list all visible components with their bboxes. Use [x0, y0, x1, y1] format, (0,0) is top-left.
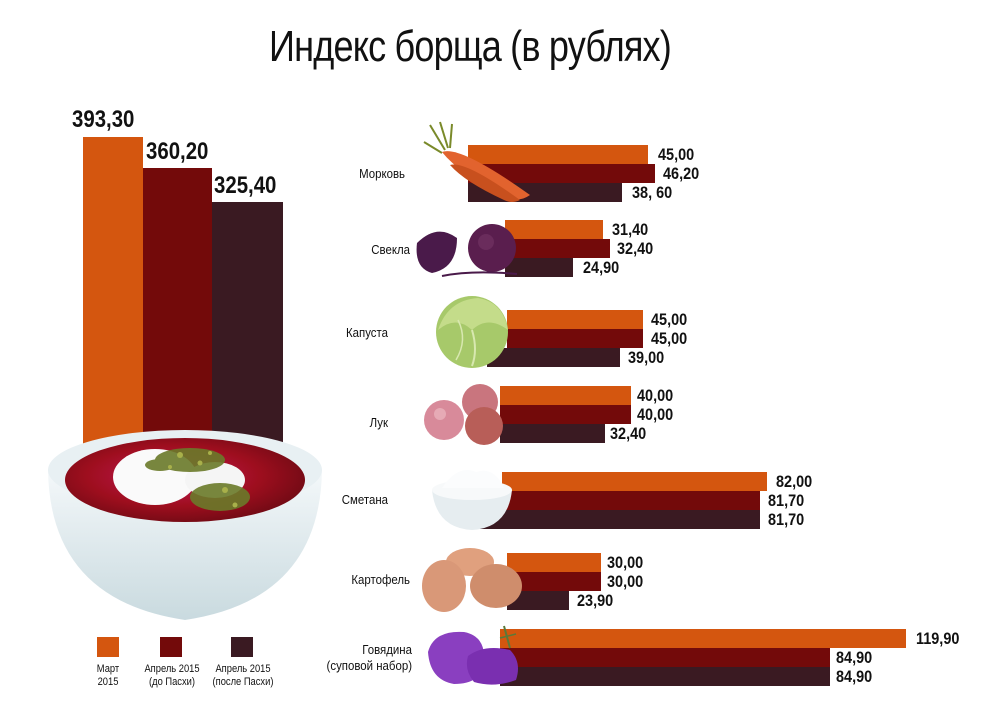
value-april-before: 84,90	[836, 648, 873, 667]
row-label: Лук	[369, 415, 388, 430]
legend-label-april-before: Апрель 2015 (до Пасхи)	[144, 663, 200, 688]
bar-april-after	[500, 667, 830, 686]
value-april-before: 81,70	[768, 491, 805, 510]
total-value-april-after: 325,40	[214, 172, 277, 199]
value-april-after: 84,90	[836, 667, 873, 686]
total-bar-march	[83, 137, 143, 447]
legend-label-april-after: Апрель 2015 (после Пасхи)	[212, 663, 274, 688]
bar-april-before	[505, 239, 610, 258]
row-label: Сметана	[341, 492, 388, 507]
bar-april-after	[507, 591, 569, 610]
bar-april-before	[507, 572, 601, 591]
potato-icon	[422, 548, 522, 612]
value-april-before: 45,00	[651, 329, 688, 348]
value-march: 82,00	[776, 472, 813, 491]
value-march: 31,40	[612, 220, 649, 239]
row-label: Капуста	[345, 325, 388, 340]
bar-april-after	[505, 258, 573, 277]
bar-april-after	[487, 348, 620, 367]
bar-april-before	[502, 491, 760, 510]
legend-swatch-april-before	[160, 637, 182, 657]
value-march: 40,00	[637, 386, 674, 405]
bar-march	[507, 553, 601, 572]
legend-swatch-march	[97, 637, 119, 657]
total-value-march: 393,30	[72, 106, 135, 133]
row-label: Свекла	[371, 242, 410, 257]
cabbage-icon	[436, 296, 508, 368]
value-april-after: 23,90	[577, 591, 614, 610]
row-label: Морковь	[359, 166, 405, 181]
row-label: Картофель	[351, 572, 410, 587]
legend-label-march: Март 2015	[96, 663, 120, 688]
value-march: 45,00	[658, 145, 695, 164]
bar-march	[505, 220, 603, 239]
value-april-before: 46,20	[663, 164, 700, 183]
value-march: 45,00	[651, 310, 688, 329]
bar-march	[500, 386, 631, 405]
value-april-after: 81,70	[768, 510, 805, 529]
value-april-after: 38, 60	[632, 183, 673, 202]
bar-april-after	[478, 510, 760, 529]
onion-icon	[424, 384, 503, 445]
value-april-before: 32,40	[617, 239, 654, 258]
value-april-after: 39,00	[628, 348, 665, 367]
value-april-before: 40,00	[637, 405, 674, 424]
carrot-icon	[423, 121, 530, 202]
total-value-april-before: 360,20	[146, 138, 209, 165]
total-bar-april-before	[143, 168, 212, 447]
value-april-after: 24,90	[583, 258, 620, 277]
value-april-after: 32,40	[610, 424, 647, 443]
bar-march	[507, 310, 643, 329]
total-bar-april-after	[212, 202, 283, 447]
beet-icon	[416, 224, 518, 277]
bar-march	[502, 472, 767, 491]
borscht-bowl-icon	[48, 430, 322, 620]
chart-title: Индекс борща (в рублях)	[269, 22, 672, 71]
value-march: 119,90	[916, 629, 960, 648]
value-april-before: 30,00	[607, 572, 644, 591]
bar-april-before	[468, 164, 655, 183]
beef-icon	[428, 625, 518, 685]
bar-march	[500, 629, 906, 648]
bar-march	[468, 145, 648, 164]
legend-swatch-april-after	[231, 637, 253, 657]
row-label: Говядина (суповой набор)	[326, 642, 412, 673]
bar-april-after	[500, 424, 605, 443]
bar-april-before	[500, 405, 631, 424]
bar-april-before	[507, 329, 643, 348]
value-march: 30,00	[607, 553, 644, 572]
sour-cream-icon	[432, 470, 512, 530]
bar-april-before	[500, 648, 830, 667]
